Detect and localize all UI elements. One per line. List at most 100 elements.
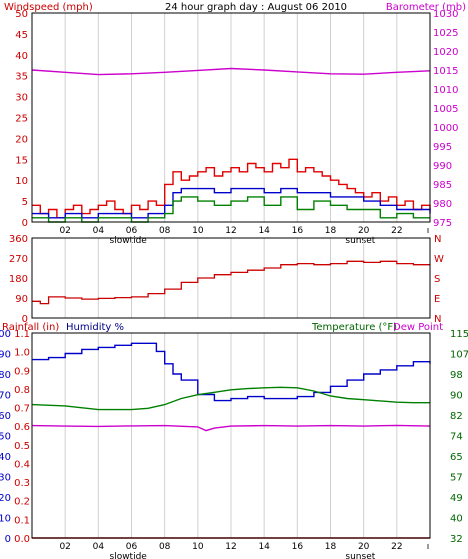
rainfall-ytick-label: 1.1 [14, 329, 30, 340]
wind-panel-xtick-label: 18 [325, 226, 337, 236]
wind-panel-xtick-label: 08 [159, 226, 171, 236]
humidity-ytick-label: 60 [0, 411, 11, 422]
wind-ytick-label: 25 [15, 114, 28, 125]
compass-ytick-label: S [434, 274, 440, 285]
wind-panel-xtick-label: 10 [192, 226, 204, 236]
temperature-ytick-label: 65 [450, 452, 463, 463]
wind-series-line-wind_avg [32, 187, 431, 219]
rainfall-ytick-label: 0.0 [14, 534, 30, 545]
wind-panel-frame [31, 12, 431, 223]
barometer-ytick-label: 975 [433, 218, 452, 229]
wind-panel-xtick-label: 22 [391, 226, 402, 236]
barometer-ytick-label: 1025 [433, 28, 458, 39]
climate-panel-xtick-label: 04 [93, 542, 105, 552]
wind-series-line-barometer [31, 67, 431, 76]
humidity-axis-label: Humidity % [66, 322, 124, 333]
climate-panel-xtick-label: 02 [59, 542, 70, 552]
humidity-ytick-label: 80 [0, 370, 11, 381]
humidity-ytick-label: 90 [0, 350, 11, 361]
rainfall-ytick-label: 0.6 [14, 422, 30, 433]
climate-panel-xtick-label: 08 [159, 542, 171, 552]
direction-ytick-label: 270 [9, 254, 28, 265]
rainfall-ytick-label: 0.4 [14, 459, 30, 470]
compass-ytick-label: N [434, 234, 441, 245]
wind-series-line-wind_green [32, 196, 430, 223]
temperature-ytick-label: 57 [450, 473, 463, 484]
wind-panel-xtick-label: 12 [225, 226, 236, 236]
humidity-ytick-label: 10 [0, 514, 11, 525]
temperature-ytick-label: 98 [450, 370, 463, 381]
wind-ytick-label: 45 [15, 30, 28, 41]
direction-ytick-label: 180 [9, 274, 28, 285]
wind-ytick-label: 20 [15, 134, 28, 145]
climate-series-line-dewpoint [31, 424, 431, 432]
barometer-ytick-label: 995 [433, 142, 452, 153]
wind-panel-xtick-label: 06 [126, 226, 138, 236]
wind-panel-xtick-label: 04 [93, 226, 105, 236]
temperature-ytick-label: 40 [450, 514, 463, 525]
wind-panel-xtick-label: 14 [258, 226, 270, 236]
barometer-ytick-label: 1020 [433, 47, 458, 58]
wind-ytick-label: 40 [15, 51, 28, 62]
climate-panel-xtick-label: 14 [258, 542, 270, 552]
dewpoint-axis-label: Dew Point [393, 322, 443, 333]
wind-panel-xtick-label: 02 [59, 226, 70, 236]
humidity-ytick-label: 40 [0, 452, 11, 463]
temperature-ytick-label: 32 [450, 534, 463, 545]
barometer-ytick-label: 1030 [433, 9, 458, 20]
rainfall-ytick-label: 0.7 [14, 404, 30, 415]
humidity-ytick-label: 100 [0, 329, 11, 340]
barometer-ytick-label: 985 [433, 180, 452, 191]
rainfall-ytick-label: 0.9 [14, 366, 30, 377]
humidity-ytick-label: 50 [0, 432, 11, 443]
wind-ytick-label: 15 [15, 155, 28, 166]
barometer-ytick-label: 1010 [433, 85, 458, 96]
barometer-ytick-label: 1000 [433, 123, 458, 134]
climate-panel-xtick-label: 16 [292, 542, 304, 552]
direction-ytick-label: 90 [15, 294, 28, 305]
direction-panel-frame [31, 237, 431, 319]
direction-ytick-label: 0 [22, 314, 28, 325]
wind-ytick-label: 10 [15, 176, 28, 187]
wind-panel-xtick-label: 20 [358, 226, 370, 236]
temperature-ytick-label: 82 [450, 411, 463, 422]
wind-ytick-label: 50 [15, 9, 28, 20]
wind-panel-annotation: sunset [345, 236, 375, 246]
climate-series-line-humidity [32, 342, 431, 402]
rainfall-ytick-label: 0.5 [14, 441, 30, 452]
temperature-axis-label: Temperature (°F) [311, 322, 397, 333]
temperature-ytick-label: 49 [450, 493, 463, 504]
direction-series-line [32, 260, 430, 305]
rainfall-ytick-label: 0.8 [14, 385, 30, 396]
climate-panel-xtick-label: 12 [225, 542, 236, 552]
rainfall-ytick-label: 1.0 [14, 348, 30, 359]
barometer-ytick-label: 980 [433, 199, 452, 210]
rainfall-ytick-label: 0.3 [14, 478, 30, 489]
direction-ytick-label: 360 [9, 234, 28, 245]
barometer-ytick-label: 990 [433, 161, 452, 172]
humidity-ytick-label: 70 [0, 391, 11, 402]
humidity-ytick-label: 20 [0, 493, 11, 504]
wind-panel-xtick-label: 16 [292, 226, 304, 236]
wind-panel-annotation: slowtide [110, 236, 148, 246]
climate-panel-frame [31, 332, 431, 539]
climate-panel-annotation: sunset [345, 552, 375, 559]
temperature-ytick-label: 115 [450, 329, 468, 340]
rainfall-ytick-label: 0.2 [14, 497, 30, 508]
wind-ytick-label: 5 [22, 197, 28, 208]
climate-panel-xtick-label: 18 [325, 542, 337, 552]
humidity-ytick-label: 30 [0, 473, 11, 484]
climate-panel-annotation: slowtide [110, 552, 148, 559]
temperature-ytick-label: 74 [450, 432, 463, 443]
compass-ytick-label: E [434, 294, 440, 305]
chart-layer: 0510152025303540455097598098599099510001… [0, 9, 468, 559]
temperature-ytick-label: 107 [450, 350, 468, 361]
windspeed-axis-label: Windspeed (mph) [4, 2, 93, 13]
graph-title: 24 hour graph day : August 06 2010 [165, 2, 347, 13]
barometer-axis-label: Barometer (mb) [386, 2, 466, 13]
climate-series-line-temperature [31, 386, 430, 411]
rainfall-ytick-label: 0.1 [14, 515, 30, 526]
rainfall-axis-label: Rainfall (in) [2, 322, 59, 333]
